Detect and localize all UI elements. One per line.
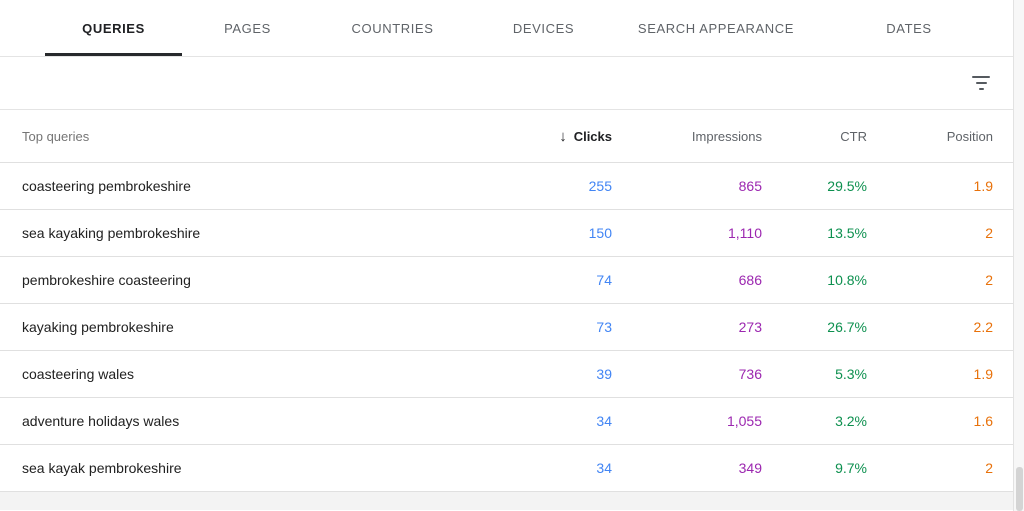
ctr-value: 3.2% xyxy=(835,413,867,429)
query-cell[interactable]: coasteering pembrokeshire xyxy=(22,178,191,194)
dimension-tabs: QUERIES PAGES COUNTRIES DEVICES SEARCH A… xyxy=(0,0,1013,57)
table-row: sea kayaking pembrokeshire 150 1,110 13.5% 2 xyxy=(0,210,1013,257)
impressions-value: 1,055 xyxy=(726,413,762,429)
table-body: coasteering pembrokeshire 255 865 29.5% 1.9 s… xyxy=(0,163,1013,492)
clicks-value: 34 xyxy=(596,413,612,429)
position-value: 1.9 xyxy=(973,178,993,194)
clicks-value: 34 xyxy=(596,460,612,476)
ctr-value: 29.5% xyxy=(827,178,867,194)
table-header-row: Top queries ↓ Clicks Impressions CTR Posi… xyxy=(0,110,1013,163)
column-header-impressions[interactable]: Impressions xyxy=(691,128,762,144)
query-cell[interactable]: pembrokeshire coasteering xyxy=(22,272,191,288)
tab-dates[interactable]: DATES xyxy=(886,20,932,36)
impressions-value: 865 xyxy=(738,178,762,194)
clicks-value: 150 xyxy=(588,225,612,241)
ctr-value: 26.7% xyxy=(827,319,867,335)
query-cell[interactable]: kayaking pembrokeshire xyxy=(22,319,174,335)
query-cell[interactable]: adventure holidays wales xyxy=(22,413,180,429)
tab-pages[interactable]: PAGES xyxy=(224,20,271,36)
clicks-value: 74 xyxy=(596,272,612,288)
impressions-value: 736 xyxy=(738,366,762,382)
tab-queries[interactable]: QUERIES xyxy=(82,20,145,36)
table-row: adventure holidays wales 34 1,055 3.2% 1.6 xyxy=(0,398,1013,445)
filter-list-icon[interactable] xyxy=(970,74,992,92)
impressions-value: 686 xyxy=(738,272,762,288)
query-cell[interactable]: coasteering wales xyxy=(22,366,135,382)
position-value: 2.2 xyxy=(973,319,993,335)
clicks-value: 39 xyxy=(596,366,612,382)
tab-countries[interactable]: COUNTRIES xyxy=(351,20,434,36)
ctr-value: 5.3% xyxy=(835,366,867,382)
query-cell[interactable]: sea kayak pembrokeshire xyxy=(22,460,182,476)
scrollbar-thumb[interactable] xyxy=(1016,467,1023,511)
impressions-value: 349 xyxy=(738,460,762,476)
position-value: 1.9 xyxy=(973,366,993,382)
query-cell[interactable]: sea kayaking pembrokeshire xyxy=(22,225,201,241)
position-value: 2 xyxy=(985,272,993,288)
clicks-value: 73 xyxy=(596,319,612,335)
impressions-value: 273 xyxy=(738,319,762,335)
sort-descending-icon: ↓ xyxy=(559,127,567,145)
footer-strip xyxy=(0,492,1013,510)
table-row: coasteering pembrokeshire 255 865 29.5% 1.9 xyxy=(0,163,1013,210)
column-header-position[interactable]: Position xyxy=(946,128,993,144)
table-row: pembrokeshire coasteering 74 686 10.8% 2 xyxy=(0,257,1013,304)
ctr-value: 13.5% xyxy=(827,225,867,241)
table-row: kayaking pembrokeshire 73 273 26.7% 2.2 xyxy=(0,304,1013,351)
tab-devices[interactable]: DEVICES xyxy=(512,20,575,36)
position-value: 2 xyxy=(985,225,993,241)
column-header-ctr[interactable]: CTR xyxy=(840,128,867,144)
active-tab-underline xyxy=(45,53,182,56)
table-row: sea kayak pembrokeshire 34 349 9.7% 2 xyxy=(0,445,1013,492)
table-row: coasteering wales 39 736 5.3% 1.9 xyxy=(0,351,1013,398)
column-header-top-queries: Top queries xyxy=(22,128,90,144)
scrollbar-track xyxy=(1013,0,1024,511)
table-toolbar xyxy=(0,57,1013,110)
column-header-clicks[interactable]: ↓ Clicks xyxy=(559,127,612,145)
ctr-value: 10.8% xyxy=(827,272,867,288)
ctr-value: 9.7% xyxy=(835,460,867,476)
impressions-value: 1,110 xyxy=(728,225,762,241)
position-value: 1.6 xyxy=(973,413,993,429)
tab-search-appearance[interactable]: SEARCH APPEARANCE xyxy=(637,20,795,36)
clicks-value: 255 xyxy=(588,178,612,194)
position-value: 2 xyxy=(985,460,993,476)
